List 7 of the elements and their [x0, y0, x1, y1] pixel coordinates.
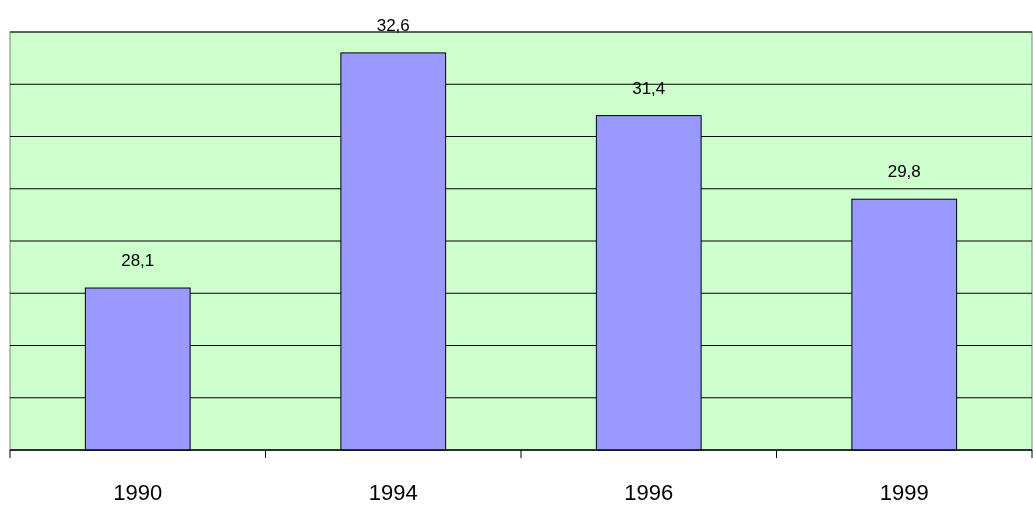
data-label: 32,6 — [376, 15, 410, 35]
x-tick-label: 1994 — [368, 480, 418, 505]
x-tick-label: 1996 — [624, 480, 674, 505]
x-tick-label: 1999 — [879, 480, 929, 505]
data-label: 29,8 — [887, 162, 921, 182]
x-tick-label: 1990 — [113, 480, 163, 505]
data-label: 28,1 — [121, 251, 155, 271]
